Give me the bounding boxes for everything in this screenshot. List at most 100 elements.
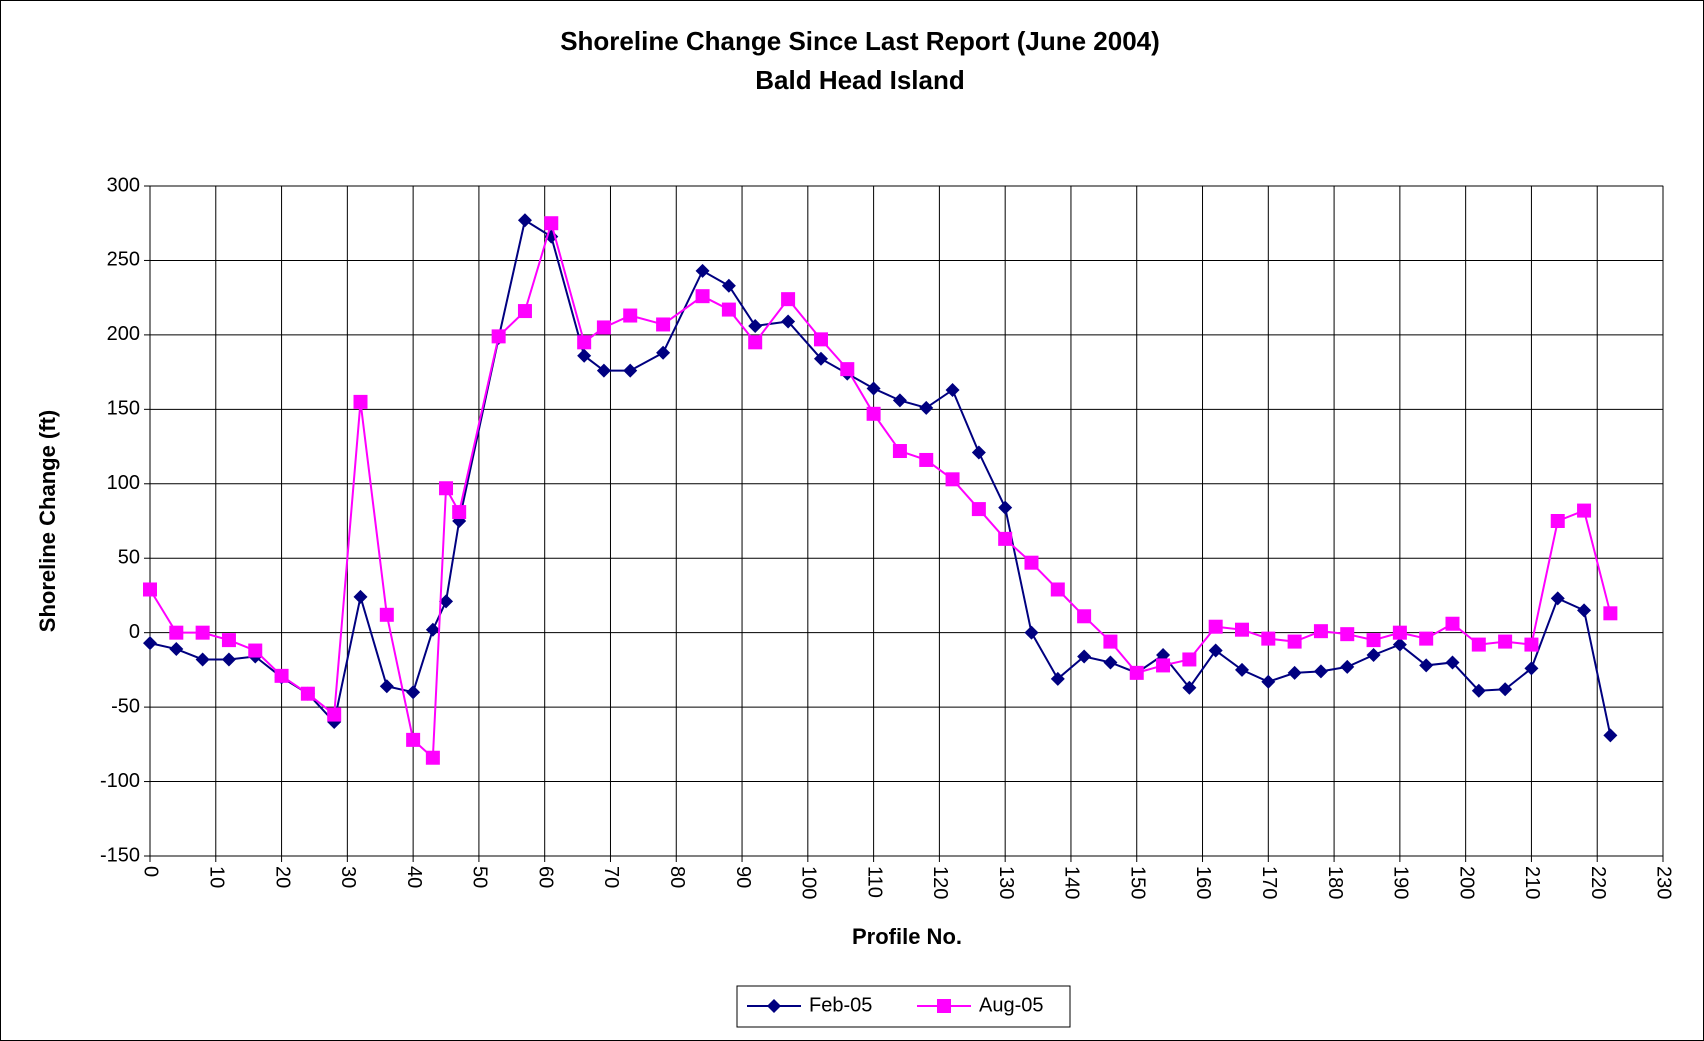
data-point bbox=[1182, 680, 1197, 695]
data-point bbox=[813, 351, 828, 366]
data-point bbox=[1050, 671, 1065, 686]
data-point bbox=[721, 278, 736, 293]
data-point bbox=[1498, 634, 1513, 649]
y-tick-label: 0 bbox=[129, 621, 140, 643]
data-point bbox=[813, 332, 828, 347]
data-point bbox=[945, 472, 960, 487]
x-tick-label: 70 bbox=[600, 866, 622, 888]
x-tick-label: 170 bbox=[1258, 866, 1280, 899]
x-tick-label: 120 bbox=[929, 866, 951, 899]
data-point bbox=[1077, 649, 1092, 664]
data-point bbox=[274, 668, 289, 683]
data-point bbox=[1392, 637, 1407, 652]
data-point bbox=[1577, 503, 1592, 518]
data-point bbox=[1077, 609, 1092, 624]
data-point bbox=[1498, 682, 1513, 697]
data-point bbox=[143, 636, 157, 651]
data-point bbox=[406, 732, 421, 747]
x-tick-label: 0 bbox=[140, 866, 162, 877]
data-point bbox=[866, 406, 881, 421]
y-tick-label: 250 bbox=[107, 249, 140, 271]
data-point bbox=[656, 317, 671, 332]
data-point bbox=[1419, 658, 1434, 673]
x-tick-label: 160 bbox=[1192, 866, 1214, 899]
chart-subtitle: Bald Head Island bbox=[755, 65, 965, 95]
data-point bbox=[1550, 514, 1565, 528]
data-point bbox=[195, 625, 210, 640]
data-point bbox=[1524, 637, 1539, 652]
data-point bbox=[221, 652, 236, 667]
data-point bbox=[1261, 674, 1276, 689]
data-point bbox=[998, 500, 1013, 515]
data-point bbox=[300, 686, 315, 701]
data-point bbox=[425, 622, 440, 637]
data-point bbox=[221, 633, 236, 648]
data-point bbox=[748, 335, 763, 350]
data-point bbox=[1340, 659, 1355, 674]
data-point bbox=[577, 335, 592, 350]
data-point bbox=[623, 363, 638, 378]
x-tick-label: 220 bbox=[1587, 866, 1609, 899]
data-point bbox=[1156, 658, 1171, 673]
x-tick-label: 230 bbox=[1653, 866, 1675, 899]
data-point bbox=[1050, 582, 1065, 597]
data-point bbox=[1419, 631, 1434, 646]
data-point bbox=[781, 314, 796, 329]
data-point bbox=[945, 382, 960, 397]
data-point bbox=[1366, 633, 1381, 648]
data-point bbox=[971, 445, 986, 460]
x-tick-label: 200 bbox=[1455, 866, 1477, 899]
data-point bbox=[1208, 643, 1223, 658]
data-point bbox=[623, 308, 638, 323]
data-point bbox=[866, 381, 881, 396]
data-point bbox=[577, 348, 592, 363]
data-point bbox=[1603, 728, 1618, 743]
data-point bbox=[971, 502, 986, 517]
x-tick-label: 210 bbox=[1521, 866, 1543, 899]
data-point bbox=[439, 481, 454, 496]
data-point bbox=[892, 393, 907, 408]
y-tick-label: -150 bbox=[100, 844, 140, 866]
data-point bbox=[353, 394, 368, 409]
legend-label: Feb-05 bbox=[809, 994, 872, 1016]
data-point bbox=[919, 452, 934, 467]
legend-marker bbox=[937, 999, 951, 1013]
data-point bbox=[327, 707, 342, 722]
data-point bbox=[195, 652, 210, 667]
data-point bbox=[1603, 606, 1618, 621]
data-point bbox=[1524, 661, 1539, 676]
data-point bbox=[1445, 655, 1460, 670]
x-tick-label: 100 bbox=[798, 866, 820, 899]
data-point bbox=[1103, 634, 1118, 649]
x-tick-label: 40 bbox=[403, 866, 425, 888]
y-axis-label: Shoreline Change (ft) bbox=[35, 410, 60, 632]
data-point bbox=[379, 679, 394, 694]
data-point bbox=[1550, 591, 1565, 606]
data-point bbox=[1024, 555, 1039, 570]
data-point bbox=[439, 594, 454, 609]
data-point bbox=[596, 320, 611, 335]
x-tick-label: 30 bbox=[337, 866, 359, 888]
data-point bbox=[1024, 625, 1039, 640]
data-point bbox=[1287, 634, 1302, 649]
data-point bbox=[491, 329, 506, 344]
data-point bbox=[695, 263, 710, 278]
data-point bbox=[1445, 616, 1460, 631]
data-point bbox=[353, 589, 368, 604]
x-tick-label: 80 bbox=[666, 866, 688, 888]
data-point bbox=[517, 213, 532, 228]
chart-title: Shoreline Change Since Last Report (June… bbox=[560, 26, 1160, 56]
data-point bbox=[1471, 637, 1486, 652]
y-tick-label: 100 bbox=[107, 472, 140, 494]
data-point bbox=[143, 582, 157, 597]
y-tick-label: 300 bbox=[107, 174, 140, 196]
legend-label: Aug-05 bbox=[979, 994, 1044, 1016]
data-point bbox=[781, 292, 796, 307]
y-tick-label: 200 bbox=[107, 323, 140, 345]
x-tick-label: 150 bbox=[1126, 866, 1148, 899]
x-tick-label: 140 bbox=[1061, 866, 1083, 899]
x-tick-label: 90 bbox=[732, 866, 754, 888]
data-point bbox=[169, 625, 184, 640]
plot-area bbox=[149, 185, 1664, 857]
